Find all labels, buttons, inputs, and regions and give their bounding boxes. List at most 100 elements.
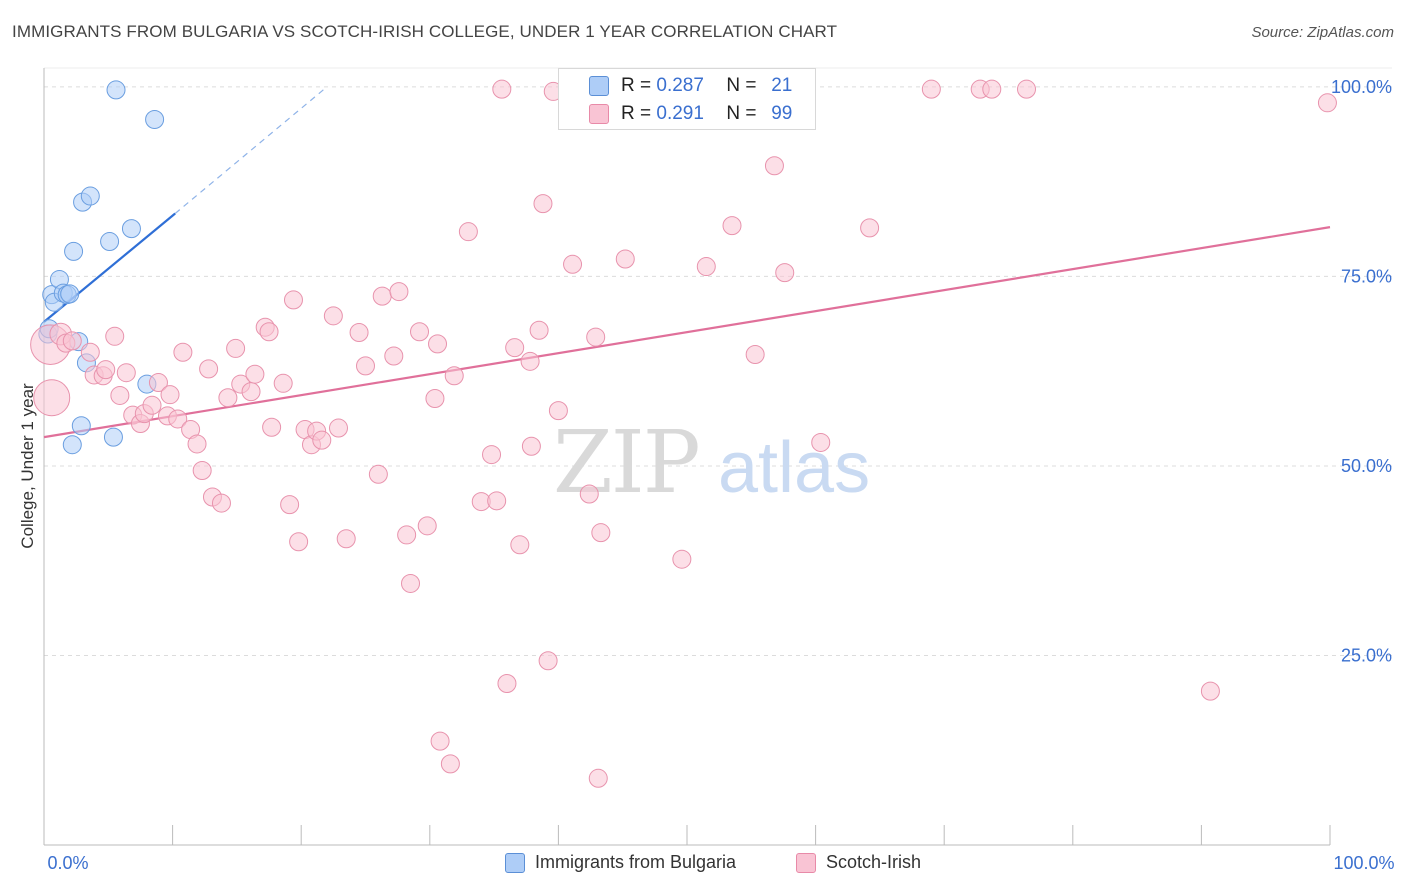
scotch-irish-point [764, 156, 784, 176]
scotch-irish-point [444, 366, 464, 386]
watermark: ZIP atlas [553, 413, 870, 513]
scotch-irish-point [289, 532, 309, 552]
scotch-irish-point [672, 549, 692, 569]
scotch-irish-point [389, 282, 409, 302]
bulgaria-point [121, 219, 141, 239]
watermark-atlas: atlas [718, 428, 870, 508]
scotch-irish-point [401, 573, 421, 593]
scotch-irish-point [521, 436, 541, 456]
bulgaria-point [103, 427, 123, 447]
bulgaria-point [106, 80, 126, 100]
stats-row-scotch-irish: R = 0.291 N = 99 [559, 101, 802, 127]
stats-n-label: N = [726, 103, 757, 124]
scotch-irish-point [372, 286, 392, 306]
y-tick-label: 100.0% [1331, 77, 1392, 97]
y-tick-label: 25.0% [1341, 645, 1392, 665]
scotch-irish-point [548, 401, 568, 421]
scotch-irish-point [259, 322, 279, 342]
scotch-irish-point [187, 434, 207, 454]
x-tick-label: 0.0% [47, 853, 88, 873]
scotch-irish-point [520, 351, 540, 371]
stats-r-value: 0.291 [656, 103, 704, 124]
scotch-irish-point [586, 327, 606, 347]
scotch-irish-point [563, 254, 583, 274]
legend-item-bulgaria[interactable]: Immigrants from Bulgaria [505, 852, 736, 873]
scotch-irish-point [533, 194, 553, 214]
scotch-irish-point [811, 432, 831, 452]
stats-swatch-bulgaria [589, 76, 609, 96]
scotch-irish-point [492, 79, 512, 99]
bulgaria-point [80, 186, 100, 206]
scotch-irish-point [349, 323, 369, 343]
bulgaria-point [145, 109, 165, 129]
scotch-irish-point [410, 322, 430, 342]
scotch-irish-point [142, 395, 162, 415]
scotch-irish-point [116, 363, 136, 383]
scotch-irish-point [105, 326, 125, 346]
y-axis-label: College, Under 1 year [18, 383, 37, 549]
scotch-irish-point [615, 249, 635, 269]
x-tick-label: 100.0% [1333, 853, 1394, 873]
scotch-irish-point [148, 373, 168, 393]
scotch-irish-point [579, 484, 599, 504]
scotch-irish-point [160, 385, 180, 405]
gridlines [44, 67, 1392, 656]
scotch-irish-point [328, 418, 348, 438]
scotch-irish-point [192, 460, 212, 480]
scotch-irish-point [312, 430, 332, 450]
watermark-zip: ZIP [553, 413, 699, 513]
scotch-irish-point [273, 373, 293, 393]
scotch-irish-point [1317, 93, 1337, 113]
scotch-irish-point [722, 216, 742, 236]
legend-label-scotch-irish: Scotch-Irish [826, 852, 922, 872]
scotch-irish-point [280, 495, 300, 515]
scotch-irish-point [425, 388, 445, 408]
scotch-irish-point [262, 417, 282, 437]
bulgaria-trend-line [43, 212, 176, 323]
scotch-irish-point [168, 409, 188, 429]
scotch-irish-trend-line [43, 226, 1331, 439]
bulgaria-point [71, 416, 91, 436]
scotch-irish-point [218, 388, 238, 408]
scotch-irish-point [487, 491, 507, 511]
scotch-irish-point [110, 385, 130, 405]
scotch-irish-point [745, 344, 765, 364]
scotch-irish-point [368, 464, 388, 484]
legend-swatch-scotch-irish [796, 852, 816, 873]
scotch-irish-point [80, 342, 100, 362]
scotch-irish-point [428, 334, 448, 354]
legend-label-bulgaria: Immigrants from Bulgaria [535, 852, 737, 872]
scotch-irish-point [458, 222, 478, 242]
scotch-irish-point [173, 342, 193, 362]
legend-item-scotch-irish[interactable]: Scotch-Irish [796, 852, 921, 873]
bulgaria-point [64, 241, 84, 261]
scotch-irish-point [529, 320, 549, 340]
scotch-irish-point [241, 382, 261, 402]
scotch-irish-point [211, 493, 231, 513]
stats-row-bulgaria: R = 0.287 N = 21 [559, 73, 802, 99]
scotch-irish-point [283, 290, 303, 310]
chart-legend: Immigrants from Bulgaria Scotch-Irish [0, 852, 1406, 878]
scotch-irish-point [588, 768, 608, 788]
scotch-irish-point [245, 364, 265, 384]
scotch-irish-point [323, 306, 343, 326]
scotch-irish-point [775, 263, 795, 283]
scotch-irish-point [482, 445, 502, 465]
y-tick-label: 50.0% [1341, 456, 1392, 476]
scotch-irish-point [199, 359, 219, 379]
scotch-irish-point [982, 79, 1002, 99]
axes [43, 68, 1331, 846]
scotch-irish-point [384, 346, 404, 366]
stats-r-value: 0.287 [656, 75, 704, 96]
scotch-irish-point [505, 338, 525, 358]
scotch-irish-point [921, 79, 941, 99]
scotch-irish-point [417, 516, 437, 536]
scotch-irish-point [510, 535, 530, 555]
stats-n-label: N = [726, 75, 757, 96]
scotch-irish-point [497, 674, 517, 694]
data-points [30, 78, 1337, 788]
tick-labels: 25.0% 50.0% 75.0% 100.0% 0.0% 100.0% [47, 77, 1394, 873]
scotch-irish-point [860, 218, 880, 238]
scotch-irish-point [538, 651, 558, 671]
scotch-irish-point [96, 360, 116, 380]
